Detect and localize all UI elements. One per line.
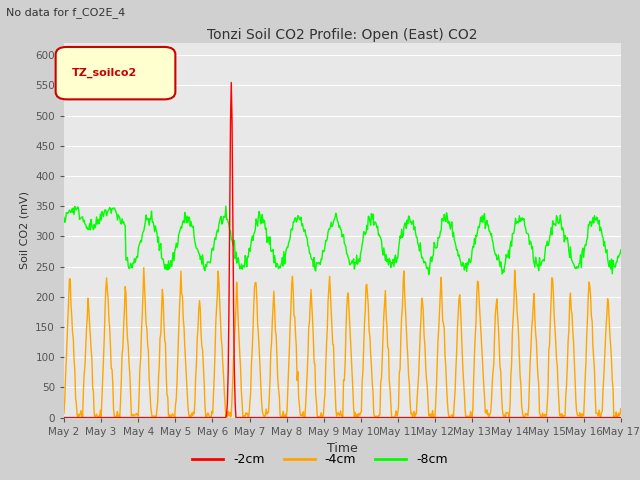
Title: Tonzi Soil CO2 Profile: Open (East) CO2: Tonzi Soil CO2 Profile: Open (East) CO2 bbox=[207, 28, 477, 42]
Text: No data for f_CO2E_4: No data for f_CO2E_4 bbox=[6, 7, 125, 18]
X-axis label: Time: Time bbox=[327, 442, 358, 455]
FancyBboxPatch shape bbox=[56, 47, 175, 99]
Text: TZ_soilco2: TZ_soilco2 bbox=[72, 67, 138, 78]
Legend: -2cm, -4cm, -8cm: -2cm, -4cm, -8cm bbox=[187, 448, 453, 471]
Y-axis label: Soil CO2 (mV): Soil CO2 (mV) bbox=[20, 192, 29, 269]
